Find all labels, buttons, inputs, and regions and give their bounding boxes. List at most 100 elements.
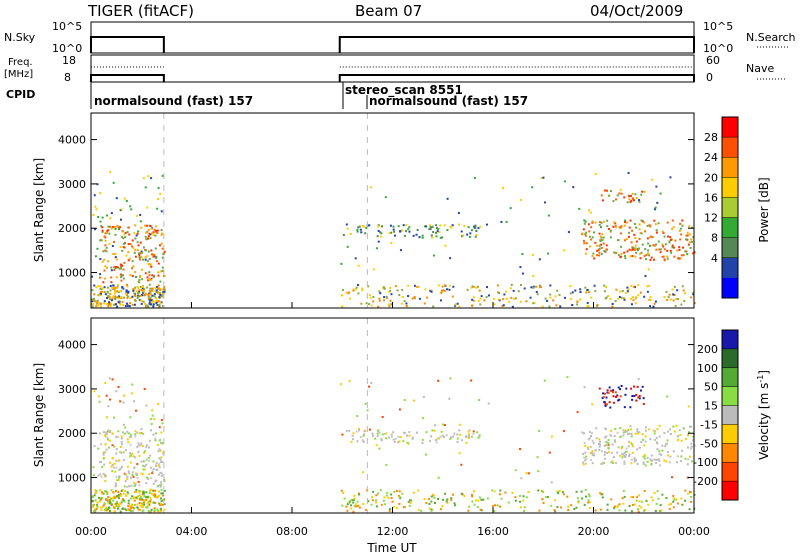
data-point [379,292,382,295]
data-point [125,254,128,257]
data-point [437,379,440,382]
data-point [628,504,631,507]
data-point [690,296,693,299]
data-point [151,294,154,297]
data-point [136,214,139,217]
data-point [409,499,412,502]
data-point [478,289,481,292]
data-point [631,255,634,258]
data-point [405,305,408,308]
data-point [433,424,436,427]
data-point [157,304,160,307]
data-point [145,224,148,227]
data-point [161,174,164,177]
data-point [626,221,629,224]
data-point [94,255,97,258]
data-point [467,433,470,436]
data-point [101,496,104,499]
data-point [441,285,444,288]
data-point [452,435,455,438]
data-point [382,287,385,290]
data-point [148,492,151,495]
data-point [686,234,689,237]
data-point [665,290,668,293]
data-point [609,190,612,193]
data-point [99,473,102,476]
data-point [397,225,400,228]
data-point [154,501,157,504]
data-point [160,492,163,495]
data-point [104,473,107,476]
data-point [112,181,115,184]
data-point [118,267,121,270]
data-point [136,463,139,466]
data-point [649,458,652,461]
data-point [99,192,102,195]
data-point [91,298,94,301]
data-point [346,227,349,230]
data-point [625,430,628,433]
data-point [471,298,474,301]
data-point [531,186,534,189]
data-point [672,425,675,428]
data-point [582,228,585,231]
data-point [603,453,606,456]
data-point [659,464,662,467]
data-point [441,498,444,501]
data-point [154,494,157,497]
date-title: 04/Oct/2009 [590,2,683,20]
data-point [159,507,162,510]
data-point [155,465,158,468]
data-point [102,453,105,456]
data-point [131,383,134,386]
data-point [107,295,110,298]
data-point [649,296,652,299]
data-point [627,428,630,431]
data-point [585,455,588,458]
data-point [385,437,388,440]
data-point [639,291,642,294]
data-point [131,510,134,513]
data-point [140,288,143,291]
data-point [625,447,628,450]
data-point [674,304,677,307]
data-point [117,296,120,299]
data-point [119,263,122,266]
data-point [493,509,496,512]
data-point [538,258,541,261]
data-point [602,395,605,398]
data-point [155,255,158,258]
data-point [394,285,397,288]
data-point [454,303,457,306]
data-point [94,499,97,502]
data-point [100,460,103,463]
data-point [114,485,117,488]
data-point [112,284,115,287]
data-point [353,497,356,500]
data-point [609,297,612,300]
data-point [380,232,383,235]
data-point [103,290,106,293]
data-point [604,403,607,406]
data-point [119,467,122,470]
data-point [601,496,604,499]
data-point [133,507,136,510]
data-point [386,297,389,300]
data-point [146,254,149,257]
data-point [390,433,393,436]
data-point [377,429,380,432]
data-point [356,228,359,231]
data-point [126,485,129,488]
data-point [483,299,486,302]
data-point [125,293,128,296]
data-point [604,457,607,460]
data-point [585,242,588,245]
data-point [613,505,616,508]
data-point [531,253,534,256]
data-point [158,426,161,429]
data-point [640,506,643,509]
data-point [549,296,552,299]
data-point [658,424,661,427]
data-point [407,284,410,287]
data-point [107,429,110,432]
